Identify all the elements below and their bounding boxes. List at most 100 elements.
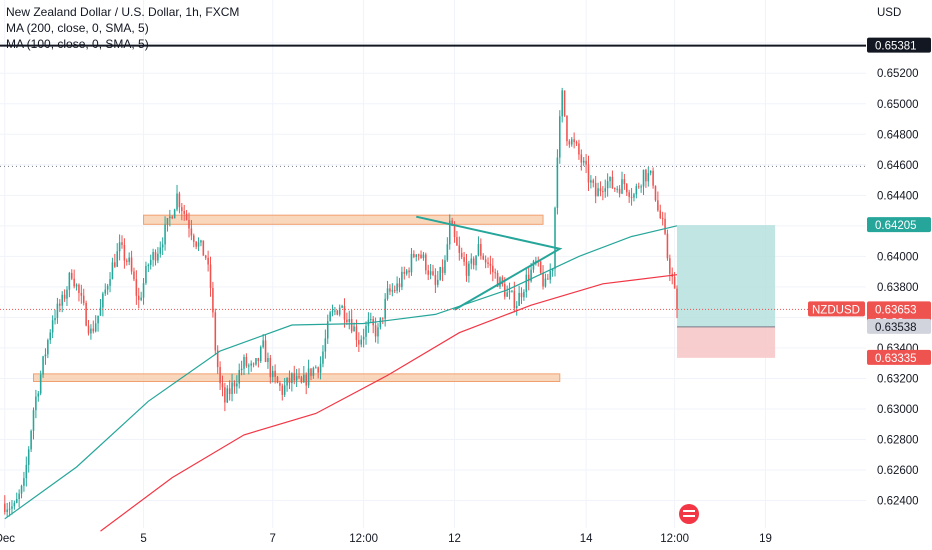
candle-body <box>489 263 492 266</box>
candle-body <box>20 485 23 494</box>
candle-body <box>68 272 71 290</box>
candle-body <box>42 356 44 375</box>
candle-body <box>355 326 358 341</box>
x-tick-label: 19 <box>759 533 772 545</box>
candle-body <box>298 376 300 378</box>
candle-body <box>18 493 20 499</box>
candle-body <box>271 370 274 378</box>
candle-body <box>669 258 671 274</box>
candle-body <box>219 367 221 384</box>
price-tag-label: 0.65381 <box>875 41 917 53</box>
candle-body <box>492 265 494 273</box>
y-axis-currency: USD <box>877 7 901 19</box>
candle-body <box>511 290 513 292</box>
candle-body <box>35 396 37 411</box>
candle-body <box>6 509 8 512</box>
candle-body <box>544 278 547 287</box>
candle-body <box>238 370 241 384</box>
candle-body <box>329 312 331 322</box>
candle-body <box>85 302 87 326</box>
candle-body <box>259 346 262 362</box>
x-tick-label: 14 <box>580 533 593 545</box>
candle-body <box>551 268 554 271</box>
candle-body <box>135 279 138 296</box>
candle-body <box>664 218 666 234</box>
candle-body <box>305 374 307 386</box>
candle-body <box>195 241 197 247</box>
candle-body <box>4 503 6 512</box>
candle-body <box>274 370 276 377</box>
candle-body <box>448 220 451 245</box>
candle-body <box>472 258 475 266</box>
candle-body <box>164 224 166 245</box>
candle-body <box>515 305 518 308</box>
candle-body <box>523 291 525 298</box>
candle-body <box>30 430 32 450</box>
candle-body <box>111 262 114 280</box>
candle-body <box>578 143 580 155</box>
candle-body <box>288 377 291 384</box>
legend-title: New Zealand Dollar / U.S. Dollar, 1h, FX… <box>6 5 240 19</box>
candle-body <box>188 219 190 229</box>
candle-body <box>307 368 310 386</box>
y-tick-label: 0.63000 <box>877 404 919 416</box>
price-tag-label: 0.63653 <box>875 304 917 316</box>
candle-body <box>480 244 482 256</box>
candle-body <box>468 263 470 276</box>
candle-body <box>341 305 343 308</box>
candle-body <box>637 186 640 188</box>
candle-body <box>501 277 504 285</box>
candle-body <box>527 274 530 282</box>
candle-body <box>319 363 322 373</box>
candle-body <box>441 267 444 273</box>
candle-body <box>539 261 542 273</box>
candle-body <box>470 258 473 264</box>
candle-body <box>439 267 441 280</box>
candle-body <box>114 262 116 267</box>
candle-body <box>559 116 561 158</box>
candle-body <box>66 289 68 299</box>
candle-body <box>80 292 83 296</box>
candle-body <box>8 508 11 510</box>
y-tick-label: 0.64800 <box>877 129 919 141</box>
candle-body <box>590 180 592 183</box>
candle-body <box>303 374 305 383</box>
price-tag <box>867 217 931 233</box>
candle-body <box>27 449 30 465</box>
candle-body <box>118 242 121 252</box>
candle-body <box>147 264 150 267</box>
x-tick-label: 12:00 <box>349 533 378 545</box>
candle-body <box>171 216 174 219</box>
events-flag-icon-bar <box>683 515 696 517</box>
candle-body <box>326 321 329 339</box>
candle-body <box>216 350 219 368</box>
candle-body <box>676 288 678 310</box>
candle-body <box>389 288 391 292</box>
y-tick-label: 0.63200 <box>877 373 919 385</box>
candle-body <box>257 358 260 362</box>
events-flag-icon-bar <box>683 510 696 512</box>
candle-body <box>59 303 61 306</box>
candle-body <box>393 290 396 292</box>
candle-body <box>11 506 13 509</box>
candle-body <box>149 259 152 265</box>
candle-body <box>633 194 635 198</box>
candle-body <box>224 387 226 403</box>
candle-body <box>255 358 257 365</box>
candle-body <box>477 244 480 256</box>
candle-body <box>243 356 245 369</box>
candle-body <box>231 382 233 395</box>
candle-body <box>99 307 102 316</box>
candle-body <box>279 382 281 386</box>
candle-body <box>547 278 549 280</box>
candle-body <box>556 157 559 208</box>
candle-body <box>90 328 92 334</box>
candle-body <box>185 213 188 220</box>
candle-body <box>70 272 73 279</box>
candle-body <box>82 295 85 303</box>
candle-body <box>604 188 607 192</box>
candle-body <box>87 325 90 334</box>
candle-body <box>525 274 528 292</box>
candle-body <box>192 235 195 242</box>
